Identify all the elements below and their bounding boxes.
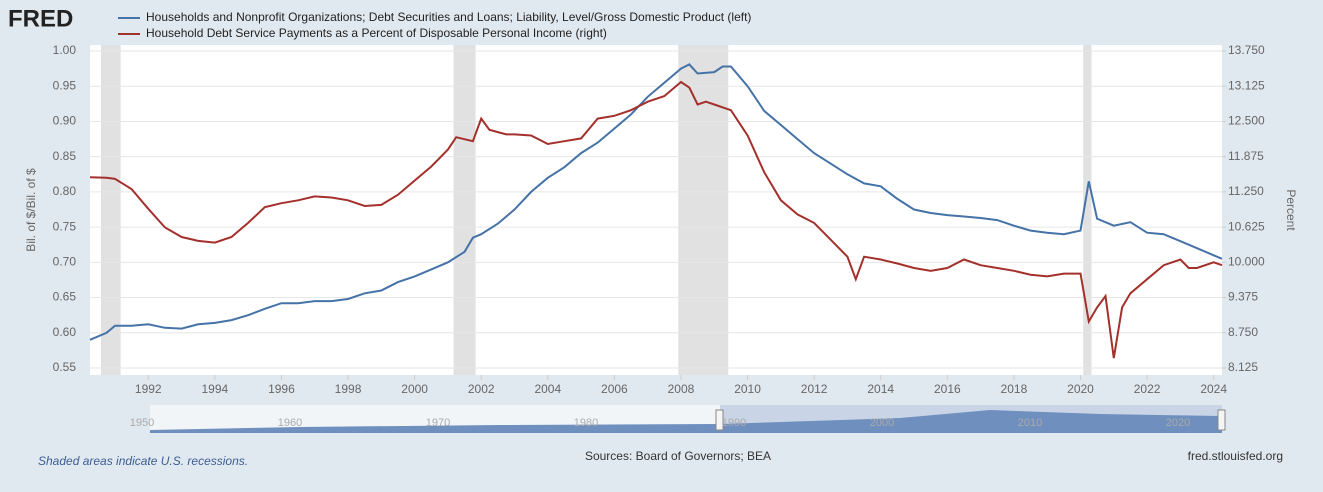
x-tick-label: 1998 (335, 382, 362, 396)
y2-tick-label: 8.750 (1228, 325, 1258, 339)
x-tick-label: 2010 (734, 382, 761, 396)
x-tick-label: 2014 (867, 382, 894, 396)
y2-tick-label: 12.500 (1228, 114, 1265, 128)
y2-tick-label: 10.000 (1228, 255, 1265, 269)
x-tick-label: 2020 (1067, 382, 1094, 396)
navigator-label: 2010 (1018, 417, 1042, 429)
y-tick-label: 1.00 (53, 43, 77, 57)
x-tick-label: 2016 (934, 382, 961, 396)
y2-tick-label: 11.875 (1228, 149, 1264, 163)
navigator-label: 2000 (870, 417, 894, 429)
x-tick-label: 2018 (1001, 382, 1028, 396)
recession-note: Shaded areas indicate U.S. recessions. (38, 454, 248, 468)
y2-tick-label: 8.125 (1228, 360, 1258, 374)
recession-band (453, 45, 476, 375)
y2-axis-label: Percent (1284, 189, 1298, 231)
recession-band (1083, 45, 1092, 375)
y-tick-label: 0.85 (53, 149, 77, 163)
y2-tick-label: 9.375 (1228, 290, 1258, 304)
x-tick-label: 2022 (1134, 382, 1161, 396)
navigator-label: 1960 (278, 417, 302, 429)
y-tick-label: 0.70 (53, 255, 77, 269)
y-tick-label: 0.75 (53, 219, 77, 233)
navigator-handle[interactable] (715, 409, 724, 431)
x-tick-label: 2008 (668, 382, 695, 396)
navigator-label: 1990 (722, 417, 746, 429)
site-link[interactable]: fred.stlouisfed.org (1188, 449, 1283, 463)
navigator-handle[interactable] (1217, 409, 1226, 431)
x-tick-label: 1996 (268, 382, 295, 396)
y-tick-label: 0.60 (53, 325, 77, 339)
series-line (89, 80, 1223, 359)
legend-label: Household Debt Service Payments as a Per… (146, 26, 607, 40)
y2-tick-label: 11.250 (1228, 184, 1264, 198)
legend-label: Households and Nonprofit Organizations; … (146, 10, 751, 24)
x-tick-label: 2006 (601, 382, 628, 396)
plot-area (90, 45, 1222, 375)
logo: FRED (8, 5, 73, 32)
y-tick-label: 0.95 (53, 78, 77, 92)
x-tick-label: 1992 (135, 382, 162, 396)
x-tick-label: 1994 (202, 382, 229, 396)
navigator-label: 1970 (426, 417, 450, 429)
y-tick-label: 0.55 (53, 360, 77, 374)
navigator-label: 1950 (130, 417, 154, 429)
y-axis-label: Bil. of $/Bil. of $ (24, 168, 38, 252)
x-tick-label: 2002 (468, 382, 495, 396)
y2-tick-label: 10.625 (1228, 219, 1265, 233)
y2-tick-label: 13.125 (1228, 78, 1265, 92)
y2-tick-label: 13.750 (1228, 43, 1265, 57)
x-tick-label: 2000 (401, 382, 428, 396)
y-tick-label: 0.80 (53, 184, 77, 198)
navigator-area (150, 410, 1222, 433)
recession-band (678, 45, 729, 375)
navigator-label: 2020 (1166, 417, 1190, 429)
y-tick-label: 0.65 (53, 290, 77, 304)
source: Sources: Board of Governors; BEA (585, 449, 771, 463)
x-tick-label: 2024 (1200, 382, 1227, 396)
y-tick-label: 0.90 (53, 114, 77, 128)
navigator-label: 1980 (574, 417, 598, 429)
x-tick-label: 2004 (534, 382, 561, 396)
x-tick-label: 2012 (801, 382, 828, 396)
series-line (89, 63, 1223, 341)
recession-band (100, 45, 121, 375)
